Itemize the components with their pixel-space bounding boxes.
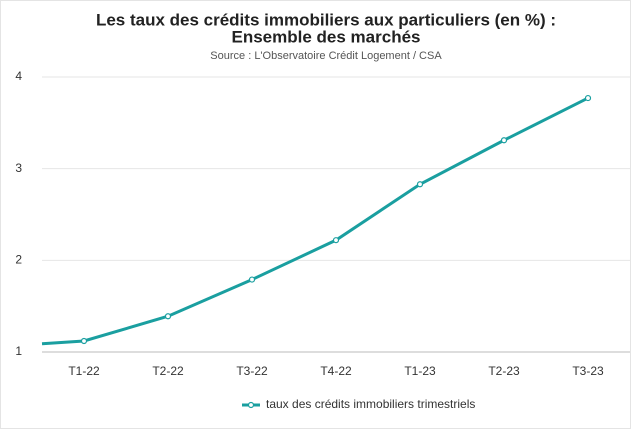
x-tick-label: T3-23 bbox=[572, 364, 604, 378]
point bbox=[332, 237, 340, 244]
y-tick-label: 2 bbox=[15, 253, 22, 267]
y-tick-label: 4 bbox=[15, 69, 22, 83]
chart-subtitle: Source : L'Observatoire Crédit Logement … bbox=[210, 50, 442, 62]
chart-title: Les taux des crédits immobiliers aux par… bbox=[96, 10, 556, 29]
point bbox=[500, 137, 508, 144]
x-tick-label: T3-22 bbox=[236, 364, 268, 378]
point bbox=[80, 337, 88, 345]
point bbox=[248, 276, 256, 283]
point bbox=[164, 313, 172, 320]
line bbox=[41, 96, 589, 346]
chart-title: Ensemble des marchés bbox=[232, 27, 421, 46]
x-tick-label: T2-23 bbox=[488, 364, 520, 378]
point bbox=[584, 94, 592, 102]
x-tick-label: T2-22 bbox=[152, 364, 184, 378]
y-tick-label: 3 bbox=[15, 161, 22, 175]
x-tick-label: T4-22 bbox=[320, 364, 352, 378]
legend-marker bbox=[247, 401, 255, 409]
x-tick-label: T1-22 bbox=[68, 364, 100, 378]
legend-label: taux des crédits immobiliers trimestriel… bbox=[266, 397, 475, 411]
y-tick-label: 1 bbox=[15, 344, 22, 358]
x-tick-label: T1-23 bbox=[404, 364, 436, 378]
point bbox=[416, 181, 424, 188]
